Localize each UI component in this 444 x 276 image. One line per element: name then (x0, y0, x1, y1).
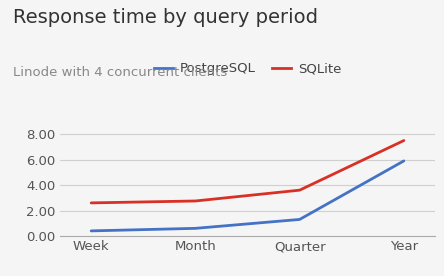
Text: Response time by query period: Response time by query period (13, 8, 318, 27)
Text: Linode with 4 concurrent clients: Linode with 4 concurrent clients (13, 66, 228, 79)
Legend: PostgreSQL, SQLite: PostgreSQL, SQLite (148, 57, 347, 81)
